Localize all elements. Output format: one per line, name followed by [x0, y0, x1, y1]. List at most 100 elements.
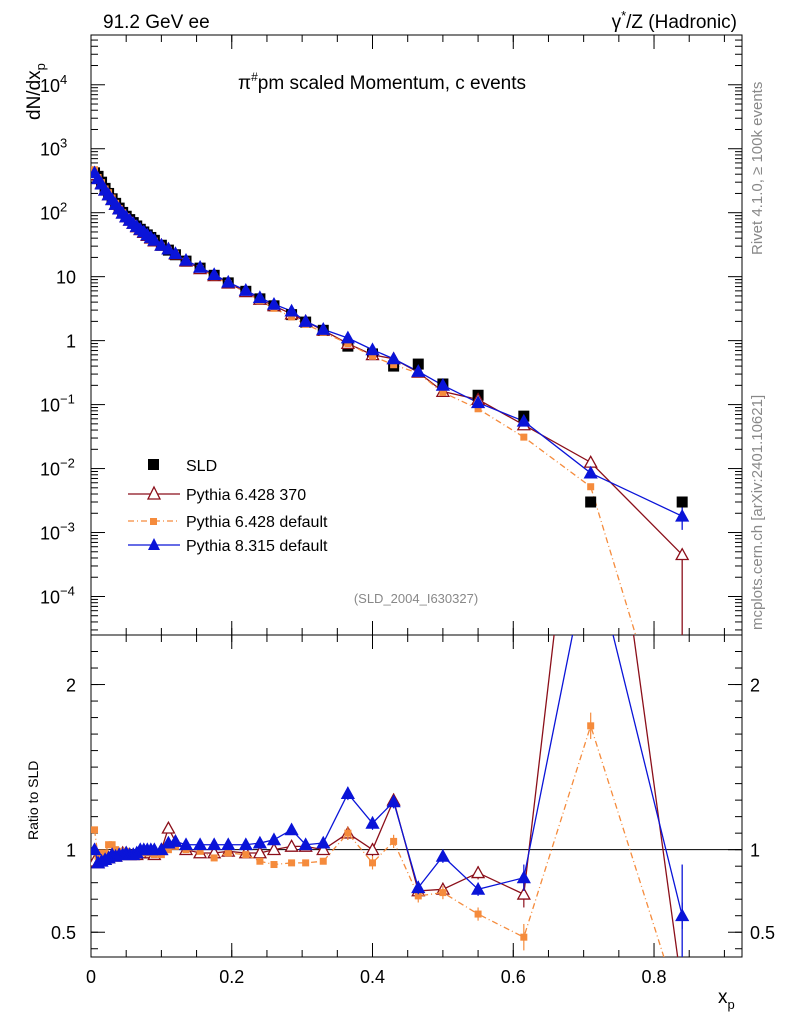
plot-title: π#pm scaled Momentum, c events	[238, 70, 526, 94]
data-point-py8	[340, 330, 355, 344]
top-panel-marks	[91, 165, 690, 635]
ratio-point-py8	[470, 881, 486, 895]
ratio-point-py6-370	[516, 886, 531, 900]
data-point-py8	[298, 314, 313, 327]
data-point-py8	[284, 303, 299, 317]
ratio-line-1	[94, 635, 679, 957]
data-point-py6-370	[583, 455, 598, 468]
ratio-point-py6-370	[266, 842, 282, 856]
x-tick-label: 0.8	[642, 967, 667, 987]
ratio-point-py6-default	[369, 859, 377, 867]
ratio-point-py6-default	[98, 849, 106, 857]
data-point-py6-default	[587, 483, 595, 491]
ratio-point-py8	[516, 870, 531, 884]
ratio-point-py6-default	[288, 859, 296, 867]
rivet-version-text: Rivet 4.1.0, ≥ 100k events	[749, 82, 766, 255]
ratio-point-py8	[386, 794, 401, 808]
ratio-point-py8	[91, 842, 102, 856]
x-tick-label: 0.6	[501, 967, 526, 987]
data-point-py6-default	[439, 388, 447, 396]
data-point-py8	[365, 342, 380, 356]
ratio-point-py6-default	[319, 857, 327, 865]
y-tick-label: 102	[40, 200, 67, 224]
ratio-point-py6-370	[284, 839, 299, 852]
legend-marker-sld	[148, 459, 159, 470]
ratio-point-py8	[365, 815, 380, 829]
ratio-point-py6-default	[270, 861, 278, 869]
ratio-point-py6-default	[302, 859, 310, 867]
data-point-py8	[386, 351, 401, 365]
legend-marker-py6-default	[150, 518, 157, 525]
ratio-point-py8	[266, 832, 282, 846]
legend-label-sld: SLD	[186, 458, 217, 475]
data-point-py8	[252, 290, 268, 304]
data-point-py6-default	[288, 313, 296, 321]
ratio-point-py6-default	[210, 854, 218, 862]
data-point-py8	[154, 237, 169, 251]
data-point-py8	[435, 378, 450, 391]
y-tick-label: 10−4	[40, 583, 75, 607]
ratio-point-py8	[298, 837, 313, 851]
ratio-point-py8	[221, 837, 236, 851]
ratio-point-py6-default	[390, 837, 398, 845]
data-point-py6-default	[344, 340, 352, 348]
data-point-py8	[411, 364, 426, 377]
ratio-point-py8	[316, 835, 331, 849]
y-tick-label: 1	[66, 332, 76, 352]
ratio-point-py8	[207, 837, 222, 851]
ratio-point-py8	[284, 822, 299, 836]
data-point-sld	[676, 496, 688, 508]
y-axis-label: dN/dxp	[24, 63, 48, 120]
ratio-point-py6-default	[587, 722, 595, 730]
ratio-point-py6-370	[316, 842, 331, 856]
ratio-line-2	[93, 723, 665, 957]
data-point-py6-default	[390, 361, 398, 369]
data-point-py6-default	[474, 405, 482, 413]
y-tick-label: 10−2	[40, 456, 75, 480]
ratio-tick-label-left: 0.5	[51, 923, 76, 943]
x-axis-label: xp	[718, 987, 735, 1012]
ratio-point-py8	[168, 834, 183, 847]
ratio-point-py6-default	[414, 892, 422, 900]
legend-marker-py8	[148, 538, 160, 550]
x-tick-label: 0.2	[219, 967, 244, 987]
legend: SLD Pythia 6.428 370 Pythia 6.428 defaul…	[128, 458, 328, 555]
ratio-point-py6-default	[344, 829, 352, 837]
ratio-point-py6-default	[164, 846, 172, 854]
data-point-py8	[221, 274, 236, 288]
legend-label-py6-default: Pythia 6.428 default	[186, 514, 328, 531]
mcplots-credit-text: mcplots.cern.ch [arXiv:2401.10621]	[749, 395, 766, 630]
x-tick-label: 0	[86, 967, 96, 987]
ratio-point-py6-default	[474, 910, 482, 918]
data-point-py8	[238, 283, 253, 296]
ratio-tick-label-right: 2	[750, 676, 760, 696]
data-point-py8	[675, 508, 690, 522]
ratio-point-py6-default	[224, 849, 232, 857]
ratio-point-py6-370	[470, 865, 486, 879]
ratio-tick-label-left: 1	[66, 841, 76, 861]
ratio-point-py8	[252, 835, 268, 849]
x-tick-label: 0.4	[360, 967, 385, 987]
ratio-point-py6-default	[520, 933, 528, 941]
ratio-point-py6-default	[242, 851, 250, 859]
analysis-tag: (SLD_2004_I630327)	[354, 591, 478, 606]
data-point-py8	[168, 246, 183, 259]
ratio-point-py6-default	[196, 847, 204, 855]
header-right: γ*/Z (Hadronic)	[612, 8, 737, 33]
ratio-point-py6-370	[365, 842, 380, 856]
ratio-tick-label-right: 1	[750, 841, 760, 861]
ratio-point-py6-370	[161, 820, 176, 834]
y-tick-label: 104	[40, 72, 67, 96]
data-point-py8	[470, 395, 486, 409]
y-tick-label: 103	[40, 136, 67, 160]
data-point-py8	[583, 465, 598, 479]
ratio-point-py8	[411, 880, 426, 894]
ratio-point-py6-default	[91, 826, 99, 834]
data-point-py8	[266, 296, 282, 310]
legend-label-py8: Pythia 8.315 default	[186, 538, 328, 555]
ratio-point-py6-default	[108, 841, 116, 849]
data-point-py8	[207, 267, 222, 280]
data-point-py8	[178, 253, 194, 266]
data-point-py8	[192, 259, 208, 273]
